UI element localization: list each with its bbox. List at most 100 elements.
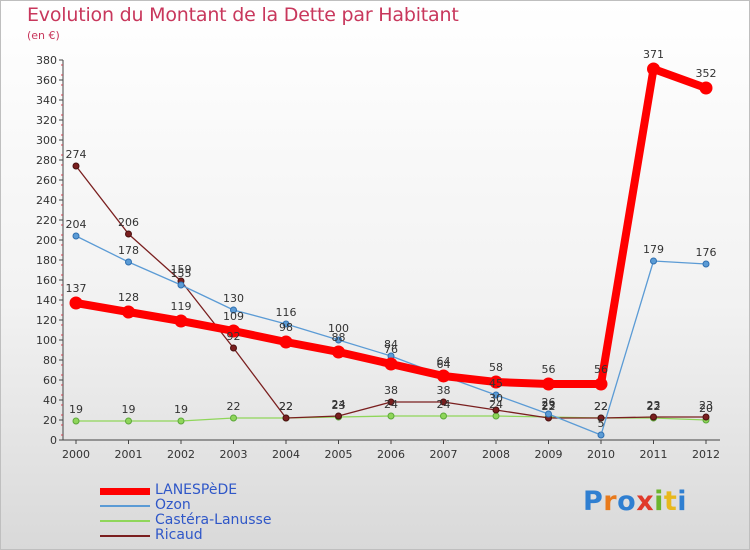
data-label: 204 bbox=[66, 218, 87, 231]
data-label: 116 bbox=[276, 306, 297, 319]
data-label: 23 bbox=[647, 399, 661, 412]
legend-swatch bbox=[100, 520, 150, 522]
legend-label: Ricaud bbox=[155, 527, 203, 543]
data-point bbox=[125, 417, 132, 425]
y-tick-label: 100 bbox=[36, 334, 57, 347]
data-label: 119 bbox=[171, 300, 192, 313]
data-label: 64 bbox=[437, 355, 451, 368]
legend-swatch bbox=[100, 487, 150, 495]
data-point bbox=[597, 431, 605, 439]
data-point bbox=[647, 62, 660, 76]
x-tick-label: 2004 bbox=[272, 448, 300, 461]
data-point bbox=[335, 336, 342, 344]
series-lines bbox=[72, 65, 710, 436]
logo-letter: r bbox=[603, 486, 618, 517]
data-point bbox=[332, 345, 345, 359]
data-label: 38 bbox=[384, 384, 398, 397]
y-tick-label: 160 bbox=[36, 274, 57, 287]
data-label: 84 bbox=[384, 338, 398, 351]
data-label: 56 bbox=[594, 363, 608, 376]
y-tick-label: 380 bbox=[36, 54, 57, 67]
data-point bbox=[437, 369, 450, 383]
data-label: 22 bbox=[647, 400, 661, 413]
y-tick-label: 60 bbox=[43, 374, 57, 387]
x-tick-label: 2005 bbox=[325, 448, 353, 461]
chart-axes: 0204060801001201401601802002202402602803… bbox=[36, 54, 720, 461]
series-points bbox=[69, 62, 713, 439]
x-tick-label: 2010 bbox=[587, 448, 615, 461]
data-point bbox=[72, 162, 80, 170]
data-label: 22 bbox=[227, 400, 241, 413]
data-label: 371 bbox=[643, 48, 664, 61]
legend-label: Castéra-Lanusse bbox=[155, 512, 272, 528]
data-label: 159 bbox=[171, 263, 192, 276]
data-label: 76 bbox=[384, 343, 398, 356]
data-point bbox=[335, 412, 342, 420]
data-point bbox=[125, 258, 132, 266]
data-point bbox=[387, 398, 395, 406]
data-label: 22 bbox=[279, 400, 293, 413]
data-label: 5 bbox=[598, 417, 605, 430]
y-tick-label: 0 bbox=[50, 434, 57, 447]
logo-letter: P bbox=[583, 486, 604, 517]
y-tick-label: 40 bbox=[43, 394, 57, 407]
data-label: 22 bbox=[594, 400, 608, 413]
data-point bbox=[594, 377, 608, 391]
y-tick-label: 340 bbox=[36, 94, 57, 107]
y-tick-label: 140 bbox=[36, 294, 57, 307]
data-point bbox=[279, 335, 293, 349]
data-label: 155 bbox=[171, 267, 192, 280]
data-label: 137 bbox=[66, 282, 87, 295]
legend-label: Ozon bbox=[155, 497, 191, 513]
y-tick-label: 360 bbox=[36, 74, 57, 87]
data-point bbox=[282, 320, 290, 328]
data-point bbox=[230, 414, 237, 422]
data-point bbox=[174, 314, 188, 328]
x-tick-label: 2000 bbox=[62, 448, 90, 461]
data-point bbox=[230, 344, 237, 352]
data-label: 109 bbox=[223, 310, 244, 323]
data-point bbox=[122, 305, 135, 319]
data-label: 22 bbox=[279, 400, 293, 413]
x-tick-label: 2011 bbox=[640, 448, 668, 461]
data-point bbox=[492, 391, 500, 399]
data-label: 24 bbox=[332, 398, 346, 411]
y-tick-label: 300 bbox=[36, 134, 57, 147]
data-point bbox=[440, 398, 447, 406]
y-tick-label: 320 bbox=[36, 114, 57, 127]
chart-subtitle: (en €) bbox=[27, 29, 60, 42]
data-label: 92 bbox=[227, 330, 241, 343]
series-line-0 bbox=[72, 65, 710, 388]
data-label: 23 bbox=[699, 399, 713, 412]
data-label: 178 bbox=[118, 244, 139, 257]
logo-letter: i bbox=[654, 486, 664, 517]
data-label: 100 bbox=[328, 322, 349, 335]
data-label: 24 bbox=[489, 398, 503, 411]
data-label: 130 bbox=[223, 292, 244, 305]
logo-letter: o bbox=[617, 486, 637, 517]
data-point bbox=[702, 413, 710, 421]
legend-swatch bbox=[100, 505, 150, 507]
legend-label: LANESPèDE bbox=[155, 482, 238, 498]
data-point bbox=[72, 232, 80, 240]
data-point bbox=[177, 281, 185, 289]
data-label: 352 bbox=[696, 67, 717, 80]
y-tick-label: 80 bbox=[43, 354, 57, 367]
x-tick-label: 2001 bbox=[115, 448, 143, 461]
data-label: 176 bbox=[696, 246, 717, 259]
data-label: 45 bbox=[489, 377, 503, 390]
x-tick-label: 2008 bbox=[482, 448, 510, 461]
data-label: 179 bbox=[643, 243, 664, 256]
y-tick-label: 260 bbox=[36, 174, 57, 187]
data-label: 26 bbox=[542, 396, 556, 409]
data-point bbox=[492, 412, 500, 420]
x-tick-label: 2012 bbox=[692, 448, 720, 461]
y-tick-label: 120 bbox=[36, 314, 57, 327]
x-tick-label: 2007 bbox=[430, 448, 458, 461]
data-point bbox=[230, 306, 237, 314]
data-point bbox=[542, 377, 555, 391]
data-point bbox=[699, 81, 713, 95]
